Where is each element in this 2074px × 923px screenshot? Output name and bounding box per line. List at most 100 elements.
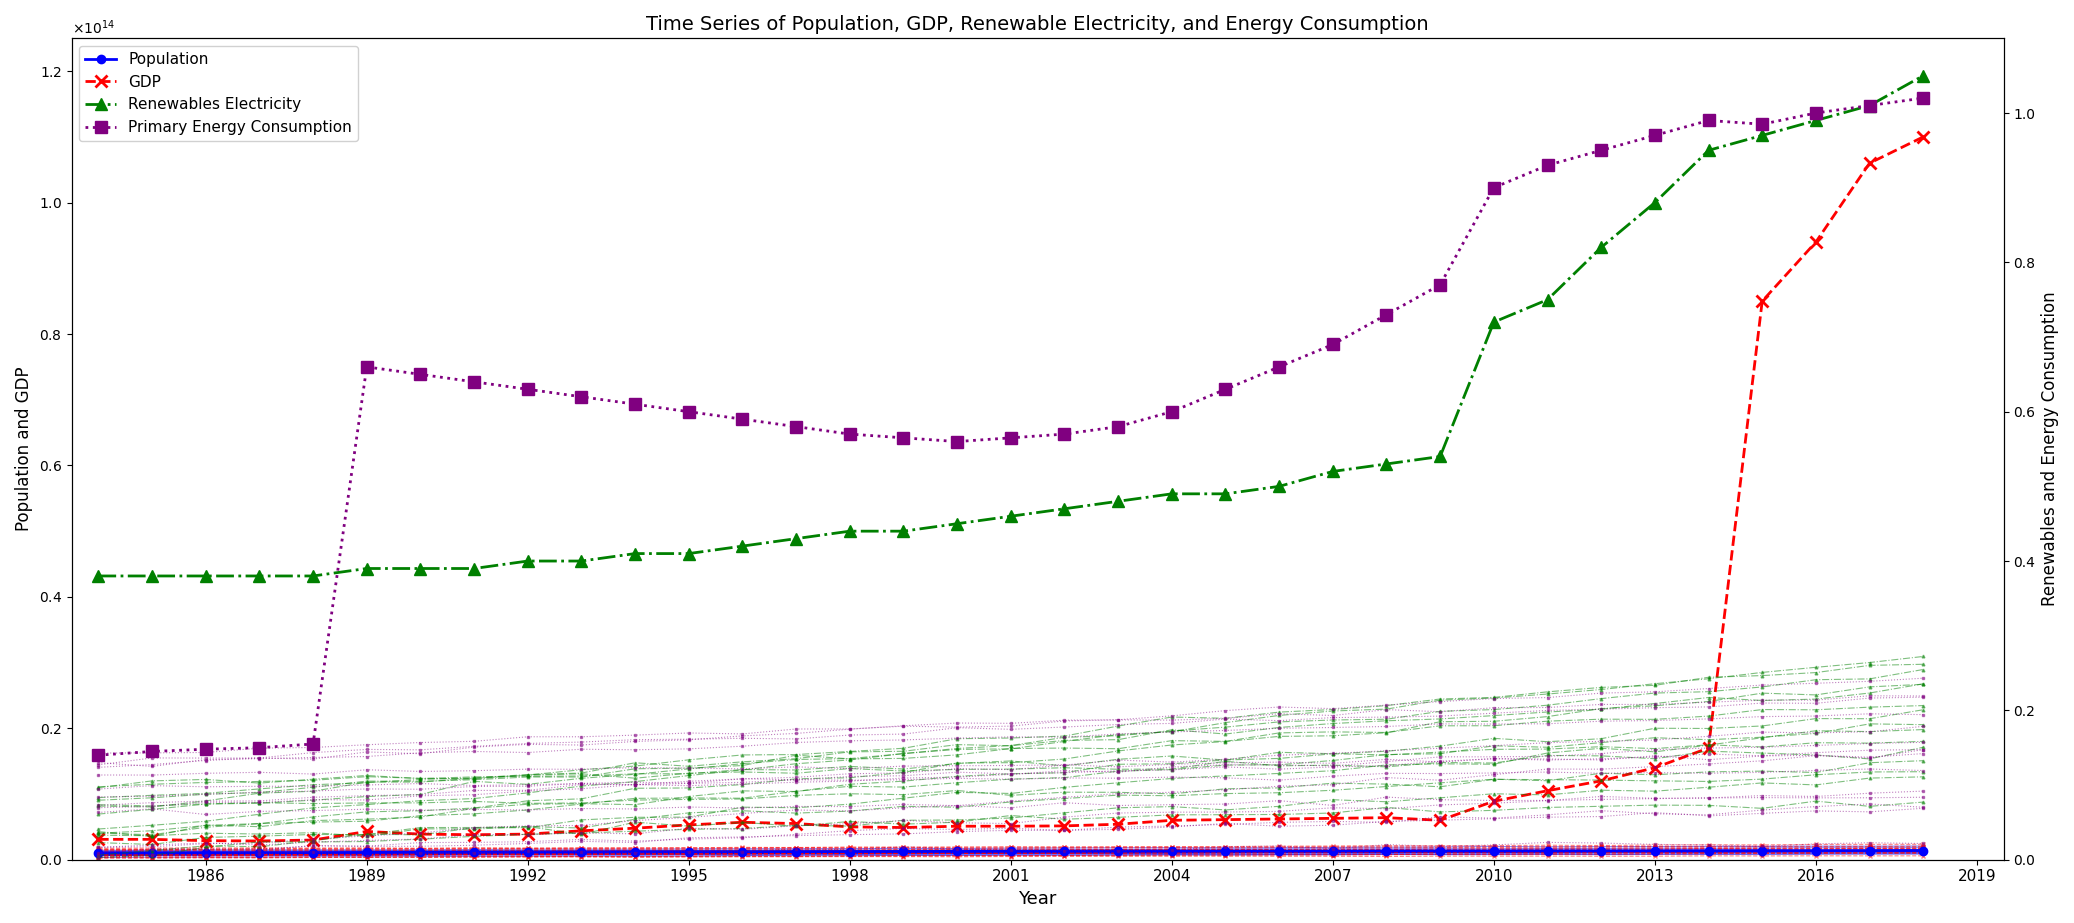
GDP [1535,785,1560,797]
GDP [676,820,701,831]
Primary Energy Consumption [1375,309,1400,320]
Population [355,847,380,858]
Primary Energy Consumption [139,746,164,757]
Renewables Electricity [247,570,272,581]
Renewables Electricity [139,570,164,581]
Primary Energy Consumption [892,432,917,443]
GDP [247,835,272,846]
Primary Energy Consumption [1321,339,1346,350]
Renewables Electricity [1052,503,1076,514]
Primary Energy Consumption [1267,361,1292,372]
Y-axis label: Population and GDP: Population and GDP [15,366,33,532]
Population [784,846,809,857]
Y-axis label: Renewables and Energy Consumption: Renewables and Energy Consumption [2041,292,2059,606]
Population [1427,845,1452,857]
Primary Energy Consumption [1159,406,1184,417]
GDP [1213,814,1238,825]
Primary Energy Consumption [1481,182,1506,193]
GDP [1052,821,1076,832]
GDP [1589,775,1614,786]
GDP [1697,742,1721,753]
Primary Energy Consumption [1213,384,1238,395]
GDP [1643,762,1667,773]
Renewables Electricity [838,525,863,536]
GDP [193,835,218,846]
Population [301,847,326,858]
Population [1267,845,1292,857]
Renewables Electricity [1589,242,1614,253]
Population [730,846,755,857]
GDP [1804,236,1829,247]
Population [409,846,433,857]
Renewables Electricity [1213,488,1238,499]
GDP [1375,812,1400,823]
Renewables Electricity [1804,115,1829,126]
Renewables Electricity [463,563,487,574]
GDP [1427,815,1452,826]
Renewables Electricity [998,510,1022,521]
Primary Energy Consumption [301,738,326,749]
Population [193,847,218,858]
Renewables Electricity [193,570,218,581]
GDP [139,833,164,845]
Renewables Electricity [85,570,110,581]
Population [568,846,593,857]
GDP [1321,813,1346,824]
GDP [1159,815,1184,826]
Population [998,845,1022,857]
Renewables Electricity [1375,459,1400,470]
GDP [892,822,917,833]
Renewables Electricity [514,556,539,567]
Primary Energy Consumption [1804,107,1829,118]
Population [892,845,917,857]
Legend: Population, GDP, Renewables Electricity, Primary Energy Consumption: Population, GDP, Renewables Electricity,… [79,46,359,141]
Population [1804,845,1829,857]
Line: Renewables Electricity: Renewables Electricity [93,70,1929,581]
Population [676,846,701,857]
Primary Energy Consumption [838,428,863,439]
Renewables Electricity [1643,198,1667,209]
GDP [622,822,647,833]
GDP [1750,295,1775,306]
Primary Energy Consumption [1856,100,1881,111]
GDP [1267,813,1292,824]
GDP [568,825,593,836]
Renewables Electricity [730,541,755,552]
GDP [998,821,1022,832]
Population [1750,845,1775,857]
Primary Energy Consumption [355,361,380,372]
GDP [1481,796,1506,807]
Primary Energy Consumption [1589,145,1614,156]
Renewables Electricity [1159,488,1184,499]
Population [1481,845,1506,857]
Primary Energy Consumption [1643,130,1667,141]
Population [1321,845,1346,857]
Line: Primary Energy Consumption: Primary Energy Consumption [93,92,1929,761]
Renewables Electricity [784,533,809,545]
Renewables Electricity [1267,481,1292,492]
Population [85,847,110,858]
Primary Energy Consumption [1105,421,1130,432]
Primary Energy Consumption [998,432,1022,443]
Renewables Electricity [1427,451,1452,462]
GDP [463,829,487,840]
Renewables Electricity [1321,466,1346,477]
Renewables Electricity [944,518,969,529]
Population [1375,845,1400,857]
Primary Energy Consumption [784,421,809,432]
Primary Energy Consumption [944,436,969,447]
Renewables Electricity [676,548,701,559]
Primary Energy Consumption [247,742,272,753]
Renewables Electricity [355,563,380,574]
Renewables Electricity [1105,496,1130,507]
Population [838,846,863,857]
Primary Energy Consumption [193,744,218,755]
Primary Energy Consumption [409,369,433,380]
Renewables Electricity [1910,70,1935,81]
Renewables Electricity [892,525,917,536]
Primary Energy Consumption [1052,428,1076,439]
Line: GDP: GDP [93,131,1929,846]
Primary Energy Consumption [730,414,755,425]
Population [514,846,539,857]
Primary Energy Consumption [85,749,110,761]
